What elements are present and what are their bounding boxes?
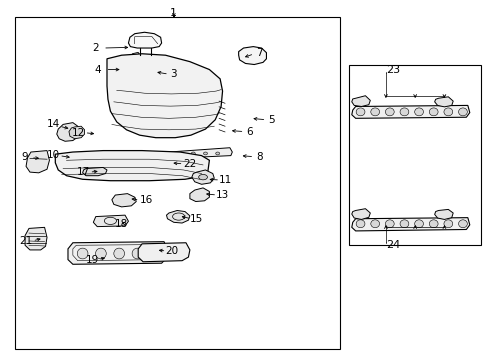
Polygon shape <box>107 54 222 138</box>
Ellipse shape <box>355 108 364 116</box>
Polygon shape <box>25 227 47 250</box>
Text: 9: 9 <box>22 152 28 162</box>
Ellipse shape <box>95 248 106 259</box>
Ellipse shape <box>191 152 195 155</box>
Ellipse shape <box>443 108 452 116</box>
Polygon shape <box>138 243 189 262</box>
Polygon shape <box>55 150 209 181</box>
Ellipse shape <box>428 220 437 228</box>
Text: 14: 14 <box>47 120 60 129</box>
Ellipse shape <box>132 248 142 259</box>
Ellipse shape <box>215 152 219 155</box>
Ellipse shape <box>428 108 437 116</box>
Text: 7: 7 <box>255 48 262 58</box>
Bar <box>15 17 339 348</box>
Polygon shape <box>93 215 128 226</box>
Bar <box>348 65 480 244</box>
Polygon shape <box>351 96 369 107</box>
Text: 20: 20 <box>164 246 178 256</box>
Ellipse shape <box>399 220 408 228</box>
Ellipse shape <box>443 220 452 228</box>
Ellipse shape <box>385 220 393 228</box>
Polygon shape <box>189 188 209 202</box>
Text: 3: 3 <box>170 69 177 79</box>
Text: 22: 22 <box>183 159 196 169</box>
Ellipse shape <box>114 248 124 259</box>
Ellipse shape <box>150 248 161 259</box>
Text: 15: 15 <box>190 214 203 224</box>
Polygon shape <box>166 211 189 223</box>
Text: 10: 10 <box>47 150 60 160</box>
Text: 4: 4 <box>95 64 102 75</box>
Ellipse shape <box>414 220 423 228</box>
Text: 19: 19 <box>85 255 99 265</box>
Ellipse shape <box>198 175 207 180</box>
Polygon shape <box>434 210 452 220</box>
Ellipse shape <box>370 220 379 228</box>
Text: 6: 6 <box>245 127 252 136</box>
Polygon shape <box>434 97 452 107</box>
Text: 1: 1 <box>170 8 177 18</box>
Text: 12: 12 <box>72 128 85 138</box>
Polygon shape <box>148 54 157 59</box>
Ellipse shape <box>179 152 183 155</box>
Text: 16: 16 <box>139 195 152 205</box>
Ellipse shape <box>355 220 364 228</box>
Text: 5: 5 <box>267 115 274 125</box>
Text: 23: 23 <box>385 64 399 75</box>
Text: 17: 17 <box>77 167 90 177</box>
Text: 21: 21 <box>20 236 33 246</box>
Ellipse shape <box>203 152 207 155</box>
Ellipse shape <box>370 108 379 116</box>
Polygon shape <box>82 167 107 176</box>
Polygon shape <box>57 123 80 141</box>
Polygon shape <box>132 52 140 57</box>
Polygon shape <box>128 32 161 48</box>
Polygon shape <box>351 209 369 220</box>
Ellipse shape <box>414 108 423 116</box>
Ellipse shape <box>458 108 467 116</box>
Polygon shape <box>351 218 469 231</box>
Polygon shape <box>191 170 214 184</box>
Polygon shape <box>351 105 469 118</box>
Text: 18: 18 <box>115 219 128 229</box>
Text: 11: 11 <box>218 175 231 185</box>
Polygon shape <box>68 242 167 264</box>
Polygon shape <box>167 148 232 158</box>
Polygon shape <box>238 46 266 64</box>
Ellipse shape <box>399 108 408 116</box>
Text: 8: 8 <box>255 152 262 162</box>
Text: 24: 24 <box>385 239 399 249</box>
Ellipse shape <box>385 108 393 116</box>
Polygon shape <box>178 159 199 168</box>
Text: 13: 13 <box>216 190 229 200</box>
Ellipse shape <box>458 220 467 228</box>
Polygon shape <box>26 150 49 173</box>
Ellipse shape <box>77 248 88 259</box>
Polygon shape <box>69 126 84 139</box>
Text: 2: 2 <box>92 43 99 53</box>
Polygon shape <box>112 194 136 207</box>
